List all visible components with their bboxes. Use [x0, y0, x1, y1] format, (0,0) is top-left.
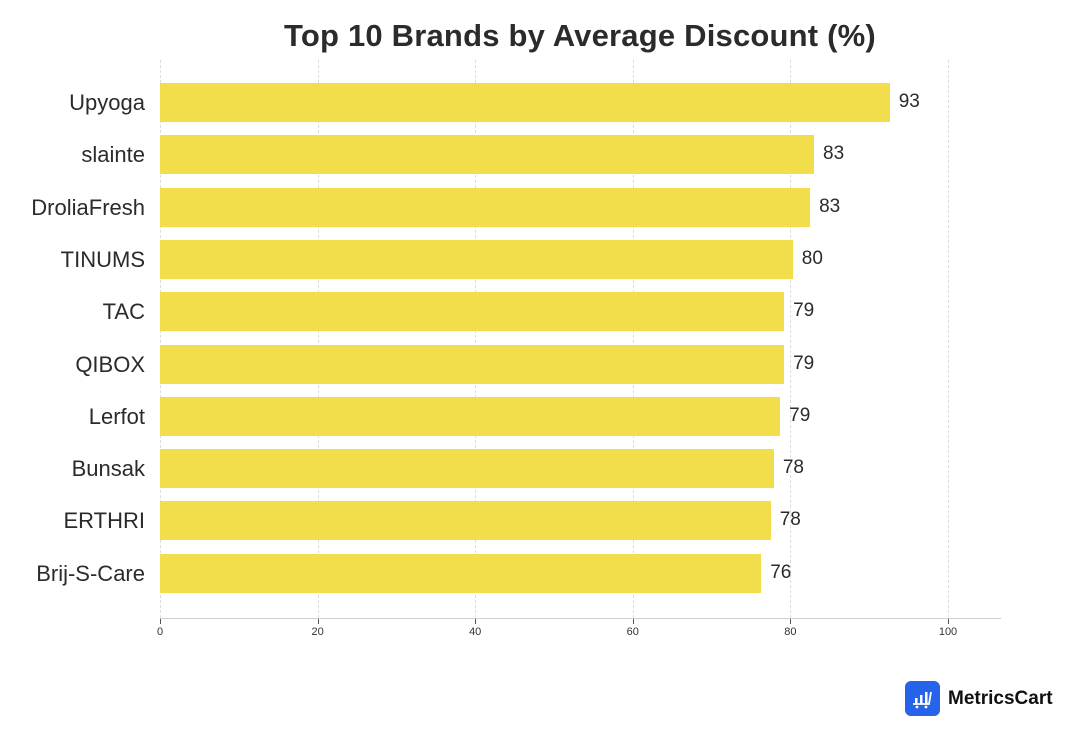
- x-tick: [160, 618, 161, 624]
- bar-slainte: [160, 135, 815, 175]
- category-label: Bunsak: [71, 456, 145, 482]
- bar-upyoga: [160, 83, 890, 122]
- bar-tac: [160, 292, 785, 332]
- bar-erthri: [160, 501, 771, 541]
- value-label: 79: [793, 352, 815, 374]
- category-label: TAC: [102, 299, 145, 325]
- category-label: QIBOX: [75, 351, 145, 377]
- gridline: [160, 60, 161, 618]
- x-tick: [948, 618, 949, 624]
- value-label: 76: [770, 561, 792, 583]
- bar-qibox: [160, 344, 785, 384]
- category-label: Brij-S-Care: [36, 560, 145, 586]
- bar-tinums: [160, 239, 793, 279]
- x-tick: [632, 618, 634, 624]
- value-label: 80: [801, 247, 823, 269]
- value-label: 79: [789, 404, 811, 426]
- value-label: 78: [782, 457, 804, 479]
- bar-brij-s-care: [160, 553, 762, 593]
- x-tick: [317, 618, 319, 624]
- gridline: [475, 60, 477, 618]
- x-tick-label: 40: [469, 626, 482, 638]
- category-label: TINUMS: [60, 246, 145, 272]
- gridline: [632, 60, 634, 618]
- x-tick-label: 60: [626, 626, 639, 638]
- x-tick: [790, 618, 792, 624]
- logo-text: MetricsCart: [948, 687, 1053, 709]
- category-label: Lerfot: [88, 403, 145, 429]
- x-tick-label: 100: [938, 626, 958, 638]
- bar-bunsak: [160, 449, 774, 489]
- metricscart-logo: MetricsCart: [905, 681, 1053, 716]
- value-label: 83: [819, 195, 841, 217]
- gridline: [790, 60, 792, 618]
- x-tick: [475, 618, 477, 624]
- category-label: Upyoga: [69, 90, 145, 115]
- category-label: ERTHRI: [63, 508, 146, 534]
- gridline: [317, 60, 319, 618]
- x-tick-label: 80: [784, 626, 797, 638]
- value-label: 79: [793, 300, 815, 322]
- value-label: 93: [898, 91, 920, 112]
- x-tick-label: 20: [311, 626, 324, 638]
- cart-chart-icon: [905, 681, 940, 716]
- category-label: DroliaFresh: [31, 194, 145, 220]
- chart-title: Top 10 Brands by Average Discount (%): [284, 18, 876, 53]
- x-tick-label: 0: [156, 626, 164, 638]
- bar-lerfot: [160, 396, 781, 436]
- x-axis: [160, 618, 1001, 619]
- bar-droliafresh: [160, 187, 811, 227]
- value-label: 83: [823, 143, 845, 165]
- gridline: [948, 60, 949, 618]
- value-label: 78: [779, 509, 801, 531]
- category-label: slainte: [81, 142, 145, 168]
